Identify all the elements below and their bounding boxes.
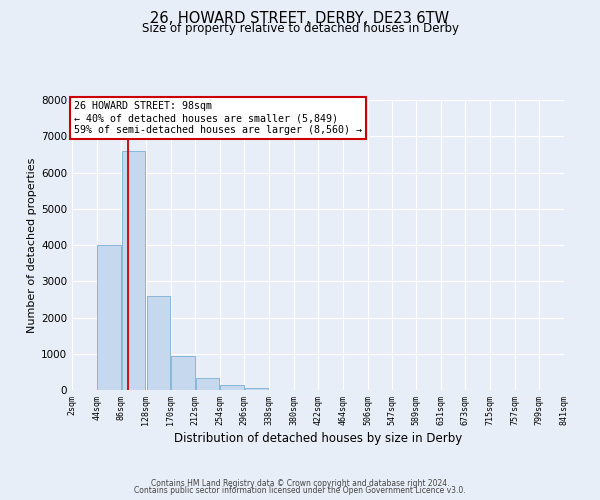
Y-axis label: Number of detached properties: Number of detached properties	[27, 158, 37, 332]
Bar	[122, 151, 145, 390]
Bar	[97, 245, 121, 390]
Text: 26 HOWARD STREET: 98sqm
← 40% of detached houses are smaller (5,849)
59% of semi: 26 HOWARD STREET: 98sqm ← 40% of detache…	[74, 102, 362, 134]
X-axis label: Distribution of detached houses by size in Derby: Distribution of detached houses by size …	[174, 432, 462, 445]
Text: Contains HM Land Registry data © Crown copyright and database right 2024.: Contains HM Land Registry data © Crown c…	[151, 478, 449, 488]
Text: Contains public sector information licensed under the Open Government Licence v3: Contains public sector information licen…	[134, 486, 466, 495]
Bar	[196, 378, 219, 390]
Bar	[245, 388, 268, 390]
Bar	[171, 356, 194, 390]
Bar	[146, 296, 170, 390]
Text: 26, HOWARD STREET, DERBY, DE23 6TW: 26, HOWARD STREET, DERBY, DE23 6TW	[151, 11, 449, 26]
Bar	[220, 386, 244, 390]
Text: Size of property relative to detached houses in Derby: Size of property relative to detached ho…	[142, 22, 458, 35]
